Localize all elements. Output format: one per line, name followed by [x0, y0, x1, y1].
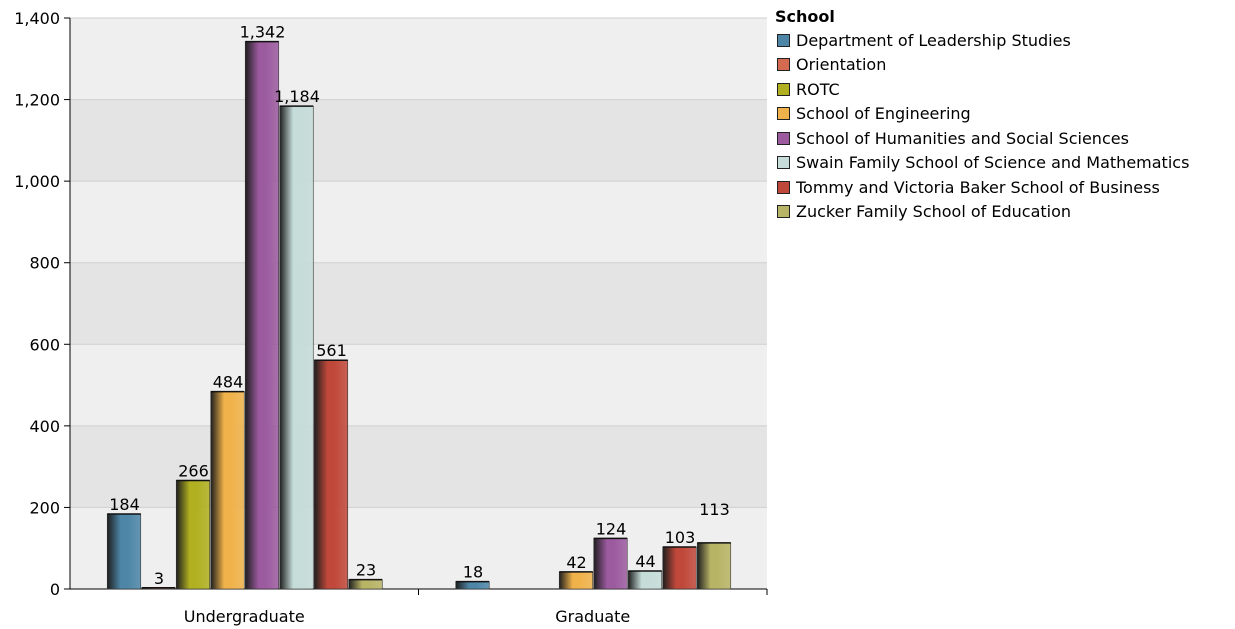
legend-label: Zucker Family School of Education — [796, 202, 1072, 222]
legend-label: ROTC — [796, 79, 840, 99]
legend-label: Swain Family School of Science and Mathe… — [796, 153, 1190, 173]
legend: School Department of Leadership Studies O… — [775, 6, 1189, 224]
gridlines — [70, 17, 767, 590]
legend-swatch — [777, 33, 790, 47]
y-tick-label: 1,200 — [14, 91, 60, 110]
bar — [313, 359, 349, 590]
y-tick-label: 800 — [29, 254, 60, 273]
legend-item: School of Engineering — [775, 102, 1189, 127]
bar — [696, 542, 732, 590]
legend-item: Tommy and Victoria Baker School of Busin… — [775, 175, 1189, 200]
grid-band — [70, 262, 767, 345]
data-label: 561 — [316, 341, 347, 360]
legend-item: Zucker Family School of Education — [775, 200, 1189, 225]
data-label: 1,342 — [240, 23, 286, 42]
legend-swatch — [777, 156, 790, 170]
legend-label: School of Humanities and Social Sciences — [796, 128, 1129, 148]
legend-swatch — [777, 205, 790, 219]
legend-title: School — [775, 7, 835, 26]
legend-swatch — [777, 82, 790, 96]
legend-label: School of Engineering — [796, 104, 971, 124]
data-label: 103 — [665, 528, 696, 547]
data-label: 44 — [635, 552, 655, 571]
bar — [244, 41, 280, 590]
data-label: 484 — [213, 373, 244, 392]
data-label: 1,184 — [274, 87, 320, 106]
legend-swatch — [777, 180, 790, 194]
y-tick-label: 200 — [29, 498, 60, 517]
legend-label: Tommy and Victoria Baker School of Busin… — [796, 177, 1160, 197]
bar — [175, 480, 211, 590]
legend-swatch — [777, 107, 790, 121]
data-label: 124 — [596, 519, 627, 538]
y-tick-label: 1,400 — [14, 9, 60, 28]
y-tick-label: 400 — [29, 417, 60, 436]
data-label: 113 — [699, 500, 730, 519]
y-tick-label: 600 — [29, 335, 60, 354]
bar — [558, 571, 594, 590]
data-label: 184 — [109, 495, 140, 514]
data-label: 23 — [356, 561, 376, 580]
legend-items: Department of Leadership Studies Orientat… — [775, 28, 1189, 224]
bar — [279, 105, 314, 590]
bar — [627, 570, 663, 590]
bar — [593, 538, 628, 590]
grid-band — [70, 99, 767, 182]
bar — [662, 546, 697, 590]
legend-item: School of Humanities and Social Sciences — [775, 126, 1189, 151]
bar-chart: 0 200 400 600 800 1,000 1,200 1,400 Undergraduat… — [14, 9, 768, 626]
y-tick-label: 1,000 — [14, 172, 60, 191]
legend-item: ROTC — [775, 77, 1189, 102]
data-label: 18 — [463, 563, 483, 582]
legend-item: Department of Leadership Studies — [775, 28, 1189, 53]
legend-item: Swain Family School of Science and Mathe… — [775, 151, 1189, 176]
x-category-label: Graduate — [555, 607, 630, 626]
legend-item: Orientation — [775, 53, 1189, 78]
legend-swatch — [777, 131, 790, 145]
y-tick-label: 0 — [50, 580, 60, 599]
data-label: 266 — [178, 462, 209, 481]
grid-band — [70, 425, 767, 508]
legend-swatch — [777, 58, 790, 72]
bars — [106, 40, 732, 590]
legend-label: Orientation — [796, 55, 887, 75]
bar — [106, 513, 142, 590]
data-label: 42 — [566, 553, 586, 572]
legend-label: Department of Leadership Studies — [796, 30, 1071, 50]
axes: 0 200 400 600 800 1,000 1,200 1,400 Undergraduat… — [14, 9, 768, 626]
x-category-label: Undergraduate — [184, 607, 305, 626]
bar — [455, 581, 490, 590]
bar — [210, 391, 245, 590]
bar — [348, 579, 383, 590]
data-label: 3 — [154, 569, 164, 588]
